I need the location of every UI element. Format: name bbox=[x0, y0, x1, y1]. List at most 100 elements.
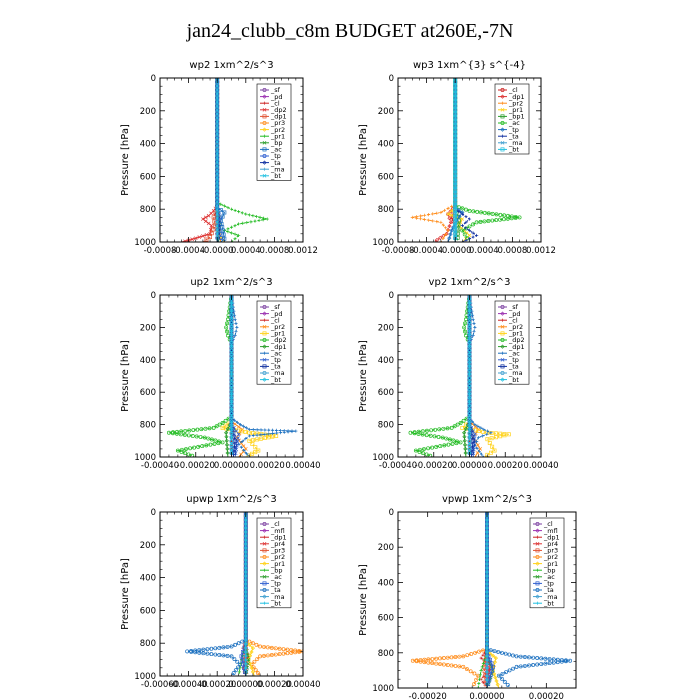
data-point bbox=[482, 210, 487, 215]
data-point bbox=[467, 332, 472, 337]
data-point bbox=[244, 646, 248, 650]
data-point bbox=[247, 438, 252, 443]
legend-marker bbox=[500, 338, 505, 342]
legend-label: _pr1 bbox=[508, 106, 523, 114]
x-tick-label: 0.00020 bbox=[529, 692, 564, 700]
y-tick-label: 600 bbox=[140, 606, 156, 616]
data-point bbox=[490, 444, 495, 449]
x-tick-label: -0.0004 bbox=[172, 246, 205, 256]
data-point bbox=[239, 429, 244, 434]
data-point bbox=[454, 441, 459, 446]
legend-label: _pd bbox=[270, 93, 283, 101]
data-point bbox=[490, 653, 496, 658]
chart-panel: wp3 1xm^{3} s^{-4} Pressure [hPa] 0 200 400 6… bbox=[358, 60, 556, 256]
data-point bbox=[192, 445, 197, 450]
data-point bbox=[453, 204, 458, 208]
legend-label: _tp bbox=[508, 356, 519, 364]
data-point bbox=[471, 317, 475, 321]
data-point bbox=[250, 442, 255, 446]
legend: _cl_dp1_pr2_pr1_bp1_ac_tp_ta_ma_bt bbox=[494, 83, 530, 155]
data-point bbox=[502, 217, 506, 222]
data-point bbox=[255, 428, 259, 432]
legend-marker bbox=[500, 134, 505, 138]
legend-label: _pr2 bbox=[543, 553, 558, 561]
data-point bbox=[453, 140, 458, 144]
data-point bbox=[226, 205, 230, 210]
data-point bbox=[429, 428, 434, 433]
data-point bbox=[233, 224, 237, 228]
legend-label: _dp1 bbox=[508, 93, 525, 101]
data-point bbox=[445, 655, 450, 660]
data-point bbox=[244, 622, 248, 626]
data-point bbox=[237, 670, 241, 674]
data-point bbox=[209, 231, 214, 236]
data-point bbox=[209, 652, 214, 657]
legend-label: _pr2 bbox=[508, 323, 523, 331]
data-point bbox=[453, 228, 458, 232]
data-point bbox=[453, 216, 458, 220]
data-point bbox=[424, 452, 429, 457]
legend-marker bbox=[262, 338, 267, 342]
data-point bbox=[467, 439, 472, 444]
data-point bbox=[201, 217, 205, 221]
legend-label: _tp bbox=[270, 356, 281, 364]
data-point bbox=[412, 431, 417, 436]
data-point bbox=[435, 211, 439, 215]
data-point bbox=[500, 671, 505, 676]
data-point bbox=[215, 92, 220, 96]
data-point bbox=[485, 634, 489, 638]
data-point bbox=[254, 642, 259, 647]
data-point bbox=[547, 657, 552, 661]
data-point bbox=[433, 427, 438, 432]
data-point bbox=[229, 387, 234, 392]
data-point bbox=[203, 219, 208, 224]
legend-marker bbox=[500, 357, 505, 362]
data-point bbox=[445, 663, 450, 667]
data-point bbox=[485, 654, 489, 658]
data-point bbox=[472, 321, 476, 325]
data-point bbox=[186, 452, 191, 457]
data-point bbox=[185, 649, 190, 654]
y-tick-label: 400 bbox=[378, 356, 394, 366]
y-tick-label: 200 bbox=[140, 323, 156, 333]
data-point bbox=[209, 646, 214, 651]
data-point bbox=[462, 438, 467, 443]
data-point bbox=[225, 321, 229, 326]
data-point bbox=[453, 192, 458, 196]
legend-marker bbox=[262, 528, 267, 533]
data-point bbox=[489, 450, 493, 455]
data-point bbox=[245, 220, 249, 225]
data-point bbox=[229, 353, 234, 358]
y-tick-label: 600 bbox=[378, 172, 394, 182]
data-point bbox=[438, 656, 442, 661]
legend-label: _pr3 bbox=[543, 547, 558, 555]
data-point bbox=[447, 216, 452, 221]
data-point bbox=[485, 602, 489, 606]
data-point bbox=[221, 645, 226, 650]
data-point bbox=[213, 438, 218, 443]
legend-marker bbox=[535, 535, 540, 539]
data-point bbox=[244, 526, 248, 530]
data-point bbox=[282, 430, 286, 434]
legend-marker bbox=[500, 147, 505, 152]
legend-box bbox=[256, 300, 292, 385]
data-point bbox=[232, 657, 237, 662]
data-point bbox=[467, 379, 472, 385]
data-point bbox=[463, 317, 468, 322]
y-axis-label: Pressure [hPa] bbox=[120, 340, 131, 412]
legend-marker bbox=[262, 167, 267, 171]
data-point bbox=[485, 626, 489, 630]
data-point bbox=[471, 222, 476, 227]
data-point bbox=[244, 426, 248, 430]
data-point bbox=[455, 231, 460, 236]
data-point bbox=[453, 112, 458, 116]
legend-marker bbox=[500, 88, 505, 92]
x-tick-label: -0.0008 bbox=[382, 246, 415, 256]
data-point bbox=[289, 650, 294, 655]
data-point bbox=[453, 128, 458, 132]
legend-marker bbox=[500, 101, 505, 105]
data-point bbox=[174, 431, 179, 436]
legend-marker bbox=[535, 548, 540, 553]
data-point bbox=[482, 219, 487, 224]
data-point bbox=[229, 344, 234, 349]
